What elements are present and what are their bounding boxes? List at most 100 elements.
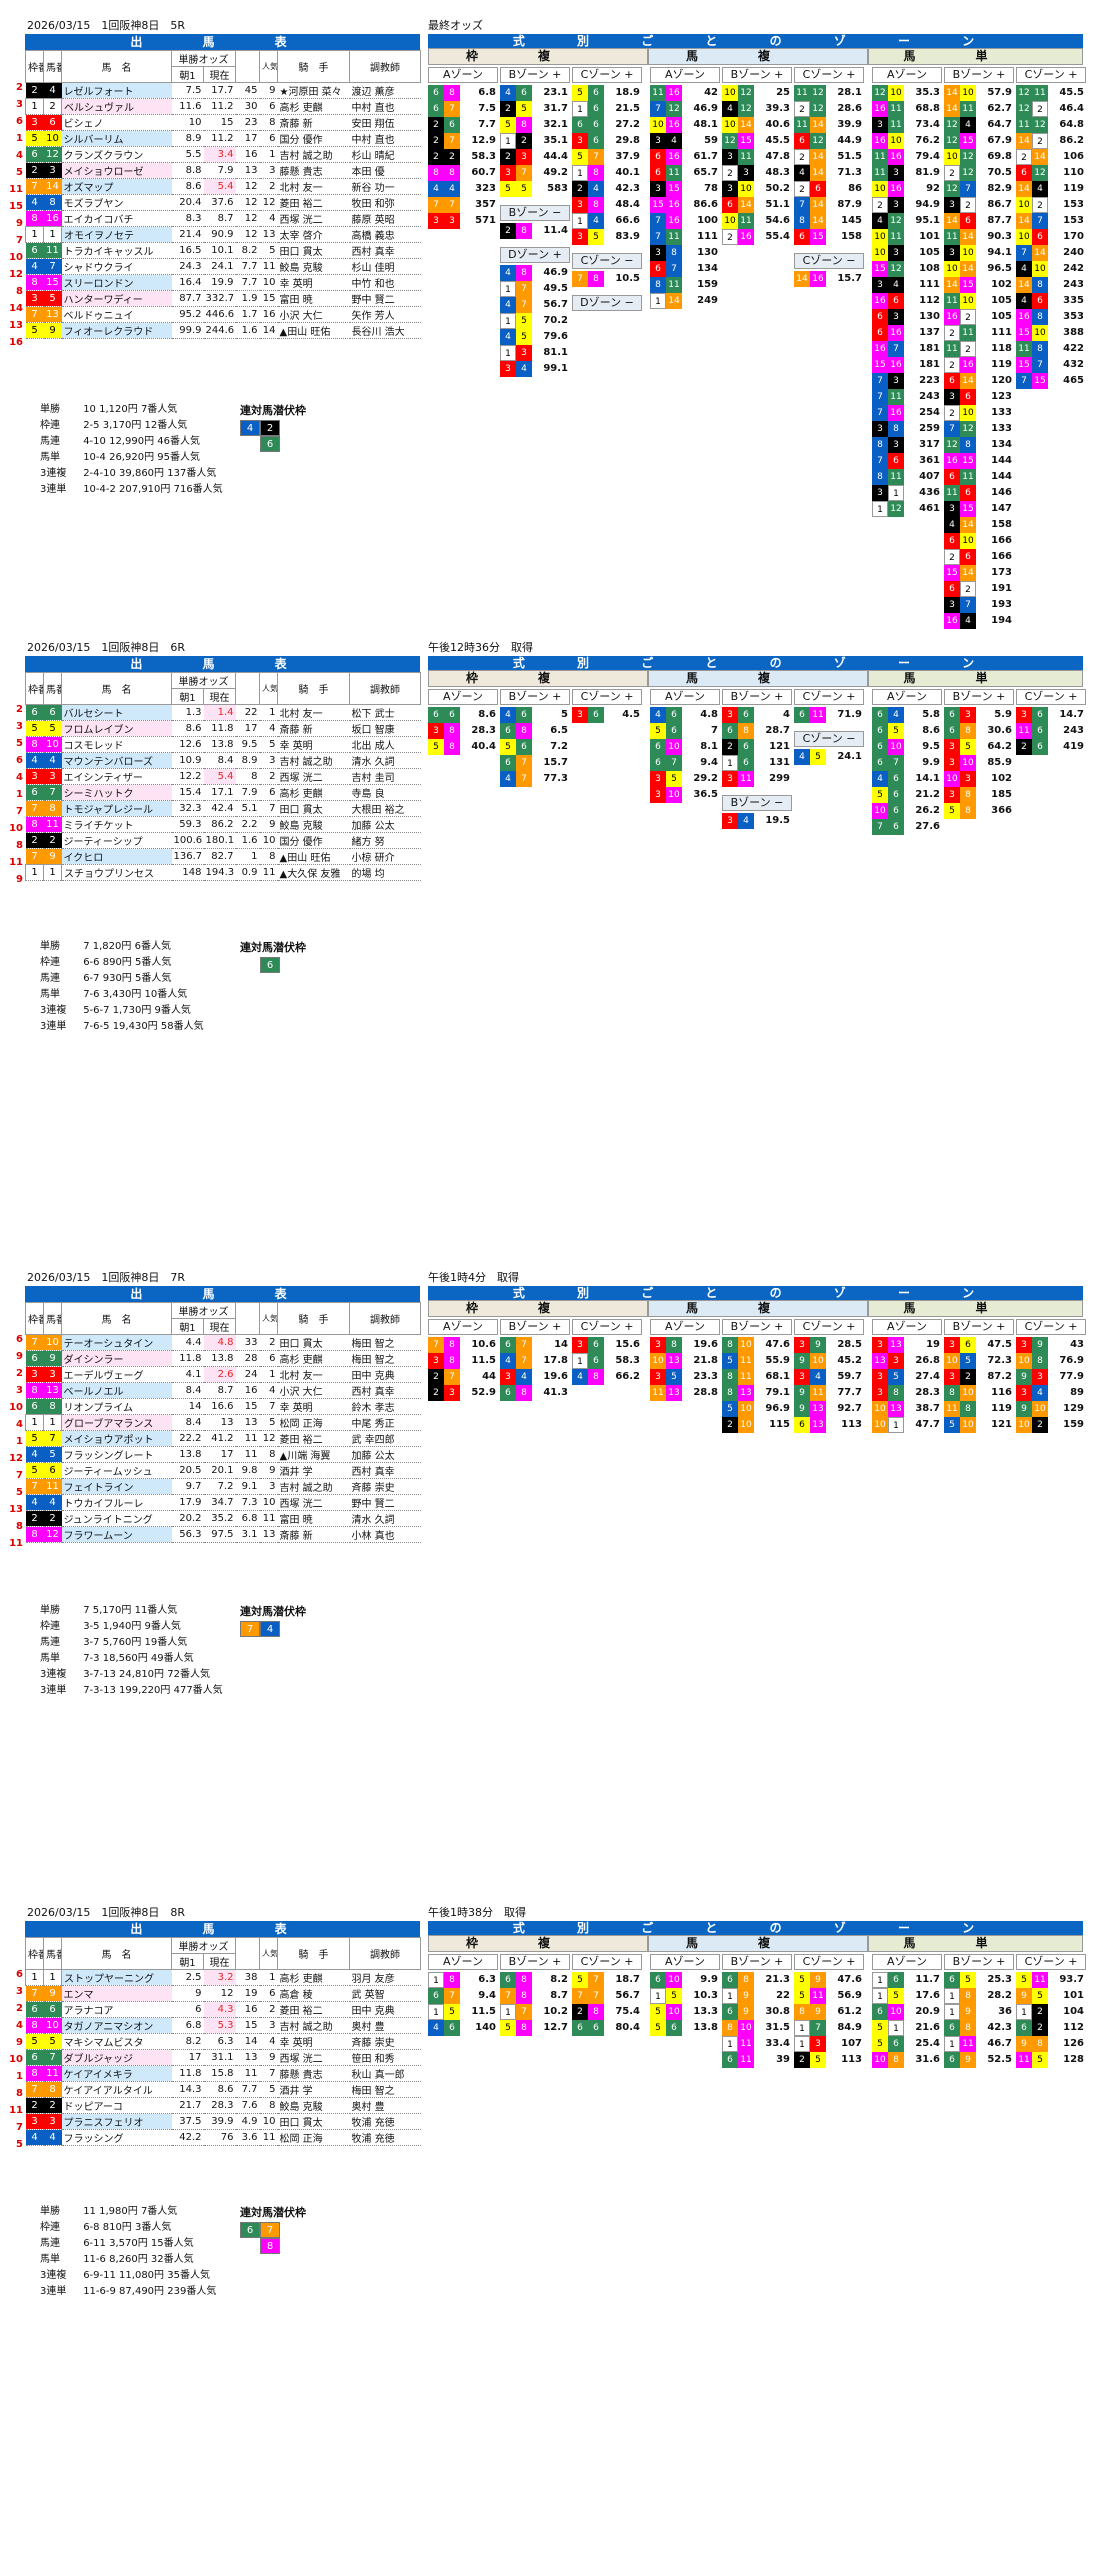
table-row[interactable]: 3 3 プラニスフェリオ 37.5 39.9 4.9 10 田口 貫太 牧浦 充徳 <box>25 2113 421 2130</box>
table-row[interactable]: 1 1 オモイヲノセテ 21.4 90.9 12 13 太宰 啓介 高橋 義忠 <box>25 226 421 243</box>
horse-name[interactable]: エイカイコバチ <box>61 210 172 227</box>
table-row[interactable]: 6 6 アラナコア 6 4.3 16 2 菱田 裕二 田中 克典 <box>25 2001 421 2018</box>
zone-row[interactable]: 11 14 39.9 <box>794 117 864 133</box>
zone-row[interactable]: 3 4 59 <box>650 133 720 149</box>
horse-name[interactable]: フラッシングレート <box>61 1446 172 1463</box>
jockey-name[interactable]: 幸 英明 <box>277 1398 350 1415</box>
zone-row[interactable]: 3 8 259 <box>872 421 942 437</box>
zone-row[interactable]: 6 7 7.5 <box>428 101 498 117</box>
zone-row[interactable]: 3 6 4.5 <box>572 707 642 723</box>
zone-row[interactable]: 10 3 105 <box>872 245 942 261</box>
zone-row[interactable]: 6 7 134 <box>650 261 720 277</box>
zone-row[interactable]: 1 2 35.1 <box>500 133 570 149</box>
zone-row[interactable]: 1 3 107 <box>794 2036 864 2052</box>
zone-row[interactable]: 9 5 101 <box>1016 1988 1086 2004</box>
zone-row[interactable]: 15 16 181 <box>872 357 942 373</box>
trainer-name[interactable]: 安田 翔伍 <box>349 114 421 131</box>
table-row[interactable]: 5 7 メイショウアポット 22.2 41.2 11 12 菱田 裕二武 幸四郎 <box>25 1430 421 1447</box>
jockey-name[interactable]: 高倉 稜 <box>277 1985 350 2002</box>
jockey-name[interactable]: 高杉 吏麒 <box>277 784 350 801</box>
zone-row[interactable]: 6 7 9.4 <box>650 755 720 771</box>
zone-row[interactable]: 4 5 79.6 <box>500 329 570 345</box>
zone-row[interactable]: 12 15 45.5 <box>722 133 792 149</box>
table-row[interactable]: 7 11 フェイトライン 9.7 7.2 9.1 3 吉村 誠之助 斉藤 崇史 <box>25 1478 421 1495</box>
zone-row[interactable]: 1 8 28.2 <box>944 1988 1014 2004</box>
zone-row[interactable]: 5 11 93.7 <box>1016 1972 1086 1988</box>
zone-row[interactable]: 7 12 46.9 <box>650 101 720 117</box>
trainer-name[interactable]: 牧田 和弥 <box>349 194 421 211</box>
zone-row[interactable]: 15 14 173 <box>944 565 1014 581</box>
jockey-name[interactable]: 幸 英明 <box>277 736 350 753</box>
trainer-name[interactable]: 秋山 真一郎 <box>349 2065 421 2082</box>
zone-row[interactable]: 16 11 68.8 <box>872 101 942 117</box>
zone-row[interactable]: 11 6 243 <box>1016 723 1086 739</box>
zone-row[interactable]: 6 8 21.3 <box>722 1972 792 1988</box>
trainer-name[interactable]: 松下 武士 <box>349 704 421 721</box>
zone-row[interactable]: 5 11 55.9 <box>722 1353 792 1369</box>
zone-row[interactable]: 15 12 108 <box>872 261 942 277</box>
zone-row[interactable]: 10 6 26.2 <box>872 803 942 819</box>
zone-row[interactable]: 14 16 15.7 <box>794 271 864 287</box>
trainer-name[interactable]: 加藤 公太 <box>349 1446 421 1463</box>
horse-name[interactable]: ハンターワディー <box>61 290 172 307</box>
zone-row[interactable]: 2 10 115 <box>722 1417 792 1433</box>
zone-row[interactable]: 3 6 29.8 <box>572 133 642 149</box>
horse-name[interactable]: リオンプライム <box>61 1398 172 1415</box>
zone-row[interactable]: 4 7 77.3 <box>500 771 570 787</box>
trainer-name[interactable]: 中村 直也 <box>349 130 421 147</box>
zone-row[interactable]: 10 12 69.8 <box>944 149 1014 165</box>
zone-row[interactable]: 2 16 119 <box>944 357 1014 373</box>
zone-row[interactable]: 2 14 106 <box>1016 149 1086 165</box>
zone-row[interactable]: 2 3 48.3 <box>722 165 792 181</box>
zone-row[interactable]: 8 13 79.1 <box>722 1385 792 1401</box>
zone-row[interactable]: 4 6 140 <box>428 2020 498 2036</box>
zone-row[interactable]: 16 7 181 <box>872 341 942 357</box>
table-row[interactable]: 6 7 ダブルジャッジ 17 31.1 13 9 西塚 洸二 笹田 和秀 <box>25 2049 421 2066</box>
table-row[interactable]: 8 13 ベールノエル 8.4 8.7 16 4 小沢 大仁 西村 真幸 <box>25 1382 421 1399</box>
zone-row[interactable]: 9 13 92.7 <box>794 1401 864 1417</box>
zone-row[interactable]: 6 13 113 <box>794 1417 864 1433</box>
horse-name[interactable]: テーオーシュタイン <box>61 1334 172 1351</box>
horse-name[interactable]: エーデルヴェーグ <box>61 1366 172 1383</box>
trainer-name[interactable]: 本田 優 <box>349 162 421 179</box>
zone-row[interactable]: 3 11 73.4 <box>872 117 942 133</box>
zone-row[interactable]: 12 15 67.9 <box>944 133 1014 149</box>
table-row[interactable]: 3 5 ハンターワディー 87.7 332.7 1.9 15 富田 暁野中 賢二 <box>25 290 421 307</box>
horse-name[interactable]: メイショウアポット <box>61 1430 172 1447</box>
table-row[interactable]: 4 7 シャドウクライ 24.3 24.1 7.7 11 鮫島 克駿 杉山 佳明 <box>25 258 421 275</box>
zone-row[interactable]: 2 5 113 <box>794 2052 864 2068</box>
zone-row[interactable]: 5 9 47.6 <box>794 1972 864 1988</box>
zone-row[interactable]: 3 10 36.5 <box>650 787 720 803</box>
zone-row[interactable]: 10 14 40.6 <box>722 117 792 133</box>
zone-row[interactable]: 16 4 194 <box>944 613 1014 629</box>
zone-row[interactable]: 3 8 130 <box>650 245 720 261</box>
zone-row[interactable]: 13 3 26.8 <box>872 1353 942 1369</box>
zone-row[interactable]: 2 11 111 <box>944 325 1014 341</box>
zone-row[interactable]: 3 6 47.5 <box>944 1337 1014 1353</box>
zone-row[interactable]: 1 11 46.7 <box>944 2036 1014 2052</box>
table-row[interactable]: 6 11 トラカイキャッスル 16.5 10.1 8.2 5 田口 貫太 西村 真幸 <box>25 242 421 259</box>
jockey-name[interactable]: 西塚 洸二 <box>277 210 350 227</box>
jockey-name[interactable]: ▲田山 旺佑 <box>277 848 350 865</box>
zone-row[interactable]: 11 14 90.3 <box>944 229 1014 245</box>
horse-name[interactable]: ミライチケット <box>61 816 172 833</box>
table-row[interactable]: 5 10 シルバーリム 8.9 11.2 17 6 国分 優作 中村 直也 <box>25 130 421 147</box>
trainer-name[interactable]: 梅田 智之 <box>349 2081 421 2098</box>
zone-row[interactable]: 1 14 249 <box>650 293 720 309</box>
zone-row[interactable]: 5 6 13.8 <box>650 2020 720 2036</box>
jockey-name[interactable]: 高杉 吏麒 <box>277 1350 350 1367</box>
zone-row[interactable]: 2 16 55.4 <box>722 229 792 245</box>
trainer-name[interactable]: 小椋 研介 <box>349 848 421 865</box>
zone-row[interactable]: 3 8 11.5 <box>428 1353 498 1369</box>
jockey-name[interactable]: ▲田山 旺佑 <box>277 322 350 339</box>
trainer-name[interactable]: 羽月 友彦 <box>349 1969 421 1986</box>
zone-row[interactable]: 6 5 8.6 <box>872 723 942 739</box>
horse-name[interactable]: フロムレイブン <box>61 720 172 737</box>
table-row[interactable]: 8 10 コスモレッド 12.6 13.8 9.5 5 幸 英明 北出 成人 <box>25 736 421 753</box>
zone-row[interactable]: 4 12 95.1 <box>872 213 942 229</box>
zone-row[interactable]: 2 6 7.7 <box>428 117 498 133</box>
horse-name[interactable]: フラッシング <box>61 2129 172 2146</box>
zone-row[interactable]: 3 7 49.2 <box>500 165 570 181</box>
zone-row[interactable]: 8 10 47.6 <box>722 1337 792 1353</box>
jockey-name[interactable]: 国分 優作 <box>277 832 350 849</box>
